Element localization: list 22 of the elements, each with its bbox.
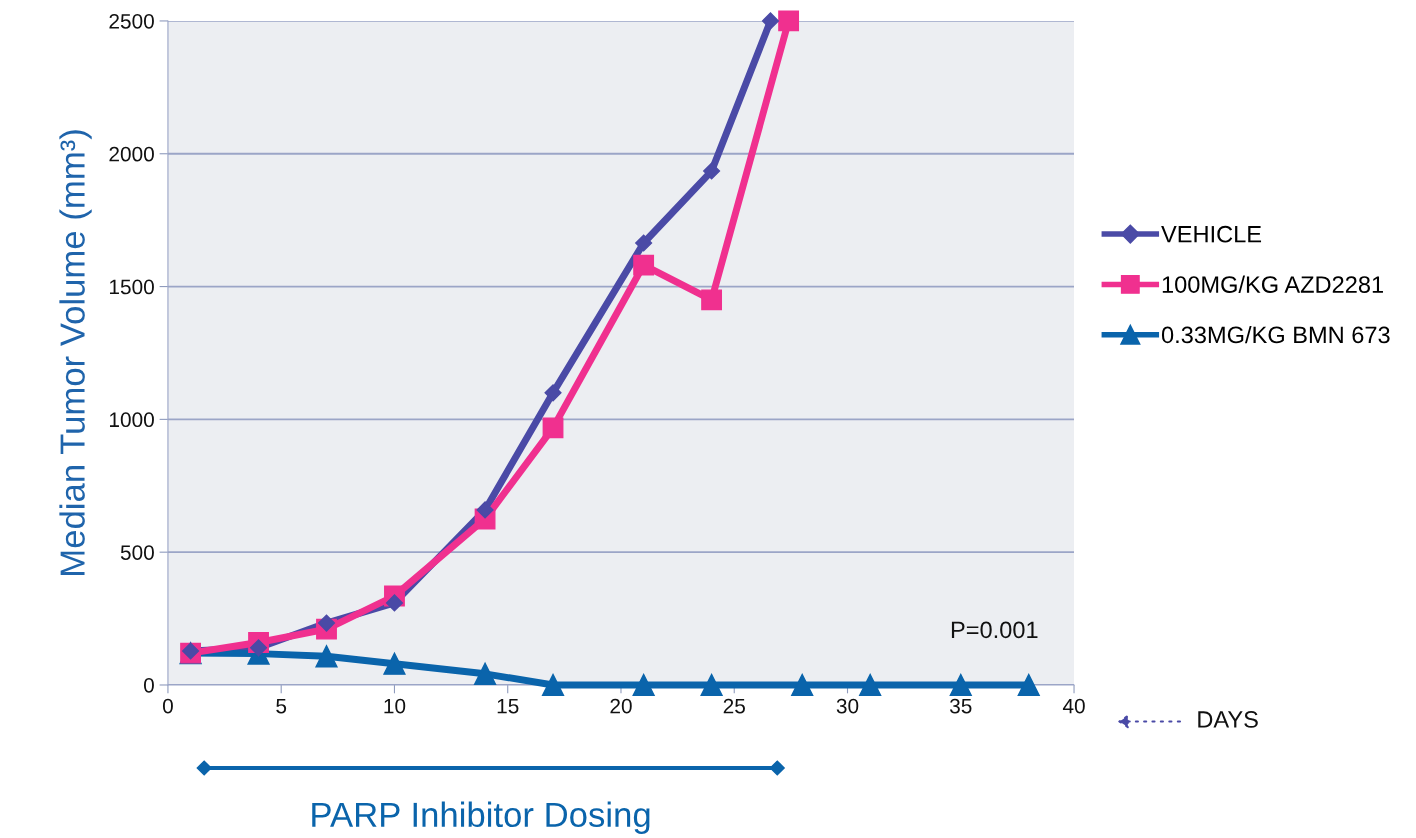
legend-label: 100MG/KG AZD2281 — [1162, 275, 1383, 293]
y-tick-label: 1500 — [109, 279, 154, 295]
legend-label: 0.33MG/KG BMN 673 — [1161, 325, 1390, 344]
x-tick-label: 40 — [1062, 698, 1085, 714]
y-tick-label: 0 — [143, 677, 154, 693]
x-tick-label: 35 — [949, 698, 972, 714]
x-tick-label: 20 — [610, 698, 632, 714]
x-tick-label: 10 — [384, 698, 406, 714]
y-tick-label: 1000 — [109, 412, 154, 428]
x-tick-label: 15 — [497, 698, 519, 714]
x-tick-label: 0 — [162, 698, 173, 714]
x-axis-title: DAYS — [1198, 711, 1258, 728]
annotation: P=0.001 — [951, 621, 1038, 639]
x-tick-label: 5 — [276, 698, 287, 714]
y-tick-label: 2000 — [109, 146, 154, 162]
text: PARP Inhibitor Dosing — [312, 801, 650, 834]
x-tick-label: 30 — [836, 698, 859, 714]
y-tick-label: 2500 — [109, 13, 154, 29]
y-axis-title: Median Tumor Volume (mm³) — [59, 130, 92, 575]
y-tick-label: 500 — [120, 545, 154, 560]
x-tick-label: 25 — [723, 698, 745, 714]
legend-label: VEHICLE — [1161, 225, 1262, 243]
